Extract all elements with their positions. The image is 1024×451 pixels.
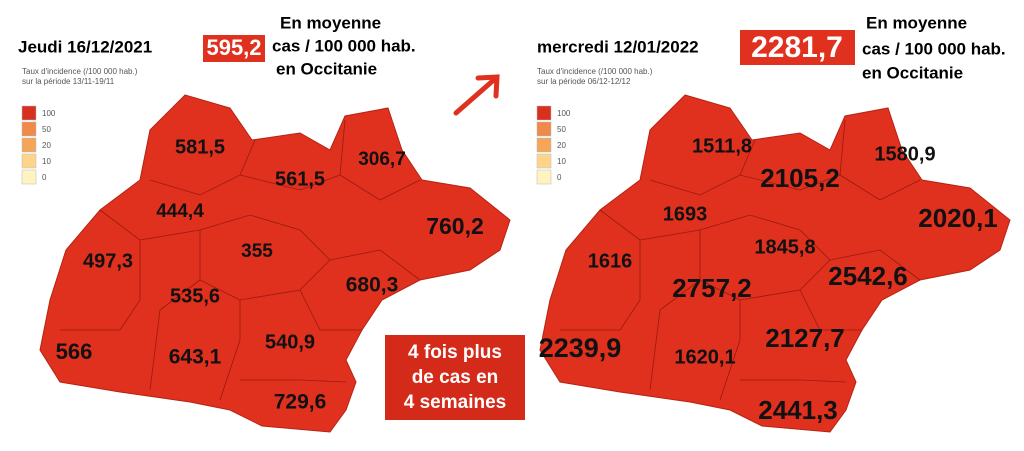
- legend-swatch: [536, 169, 552, 185]
- department-value: 729,6: [274, 391, 327, 414]
- department-value: 561,5: [275, 168, 325, 190]
- department-value: 355: [241, 241, 273, 262]
- department-value: 1620,1: [674, 346, 735, 368]
- legend-label: 50: [557, 125, 566, 134]
- department-value: 2757,2: [672, 273, 752, 303]
- department-value: 1693: [663, 203, 708, 225]
- department-value: 566: [56, 339, 93, 364]
- legend-swatch: [536, 153, 552, 169]
- date-right: mercredi 12/01/2022: [537, 37, 699, 56]
- legend-swatch: [21, 153, 37, 169]
- legend-label: 20: [557, 141, 566, 150]
- department-value: 540,9: [265, 331, 315, 353]
- department-value: 581,5: [175, 136, 225, 158]
- caption: En moyenne: [280, 13, 381, 32]
- caption: En moyenne: [866, 13, 967, 32]
- legend-title: Taux d'incidence (/100 000 hab.): [22, 67, 138, 76]
- legend-swatch: [21, 137, 37, 153]
- legend-label: 10: [42, 157, 51, 166]
- department-value: 643,1: [169, 346, 222, 369]
- department-value: 2127,7: [765, 323, 845, 353]
- arrow: [453, 74, 500, 116]
- department-value: 1511,8: [692, 135, 752, 157]
- legend-label: 0: [557, 173, 562, 182]
- legend-swatch: [536, 105, 552, 121]
- department-value: 1845,8: [754, 236, 815, 258]
- caption: cas / 100 000 hab.: [862, 39, 1006, 58]
- caption: en Occitanie: [276, 59, 377, 78]
- legend-period: sur la période 13/11-19/11: [22, 77, 115, 86]
- department-value: 1580,9: [874, 143, 935, 165]
- department-value: 444,4: [156, 201, 204, 222]
- legend-swatch: [21, 121, 37, 137]
- department-value: 2105,2: [760, 163, 840, 193]
- callout-text: de cas en: [412, 367, 499, 388]
- caption: en Occitanie: [862, 63, 963, 82]
- legend-swatch: [21, 169, 37, 185]
- department-value: 497,3: [83, 250, 133, 272]
- date-left: Jeudi 16/12/2021: [18, 37, 152, 56]
- callout-box: [385, 335, 525, 420]
- department-value: 2239,9: [539, 333, 622, 363]
- department-value: 2020,1: [918, 203, 998, 233]
- legend-label: 0: [42, 173, 47, 182]
- legend-period: sur la période 06/12-12/12: [537, 77, 631, 86]
- department-value: 680,3: [346, 274, 399, 297]
- legend-label: 10: [557, 157, 566, 166]
- average-right: 2281,7: [751, 31, 843, 64]
- caption: cas / 100 000 hab.: [272, 36, 416, 55]
- department-value: 535,6: [170, 285, 220, 307]
- department-value: 2542,6: [828, 261, 908, 291]
- department-value: 306,7: [358, 149, 406, 170]
- average-box: [740, 30, 855, 65]
- legend-swatch: [536, 121, 552, 137]
- department-value: 2441,3: [758, 395, 838, 425]
- average-box: [203, 35, 265, 62]
- legend-label: 50: [42, 125, 51, 134]
- legend-swatch: [21, 105, 37, 121]
- callout-text: 4 semaines: [404, 392, 506, 413]
- legend-swatch: [536, 137, 552, 153]
- legend-label: 100: [42, 109, 56, 118]
- legend-title: Taux d'incidence (/100 000 hab.): [537, 67, 653, 76]
- callout-text: 4 fois plus: [408, 342, 502, 363]
- legend-label: 20: [42, 141, 51, 150]
- department-value: 1616: [588, 250, 633, 272]
- legend-label: 100: [557, 109, 571, 118]
- average-left: 595,2: [206, 35, 261, 60]
- department-value: 760,2: [426, 213, 484, 239]
